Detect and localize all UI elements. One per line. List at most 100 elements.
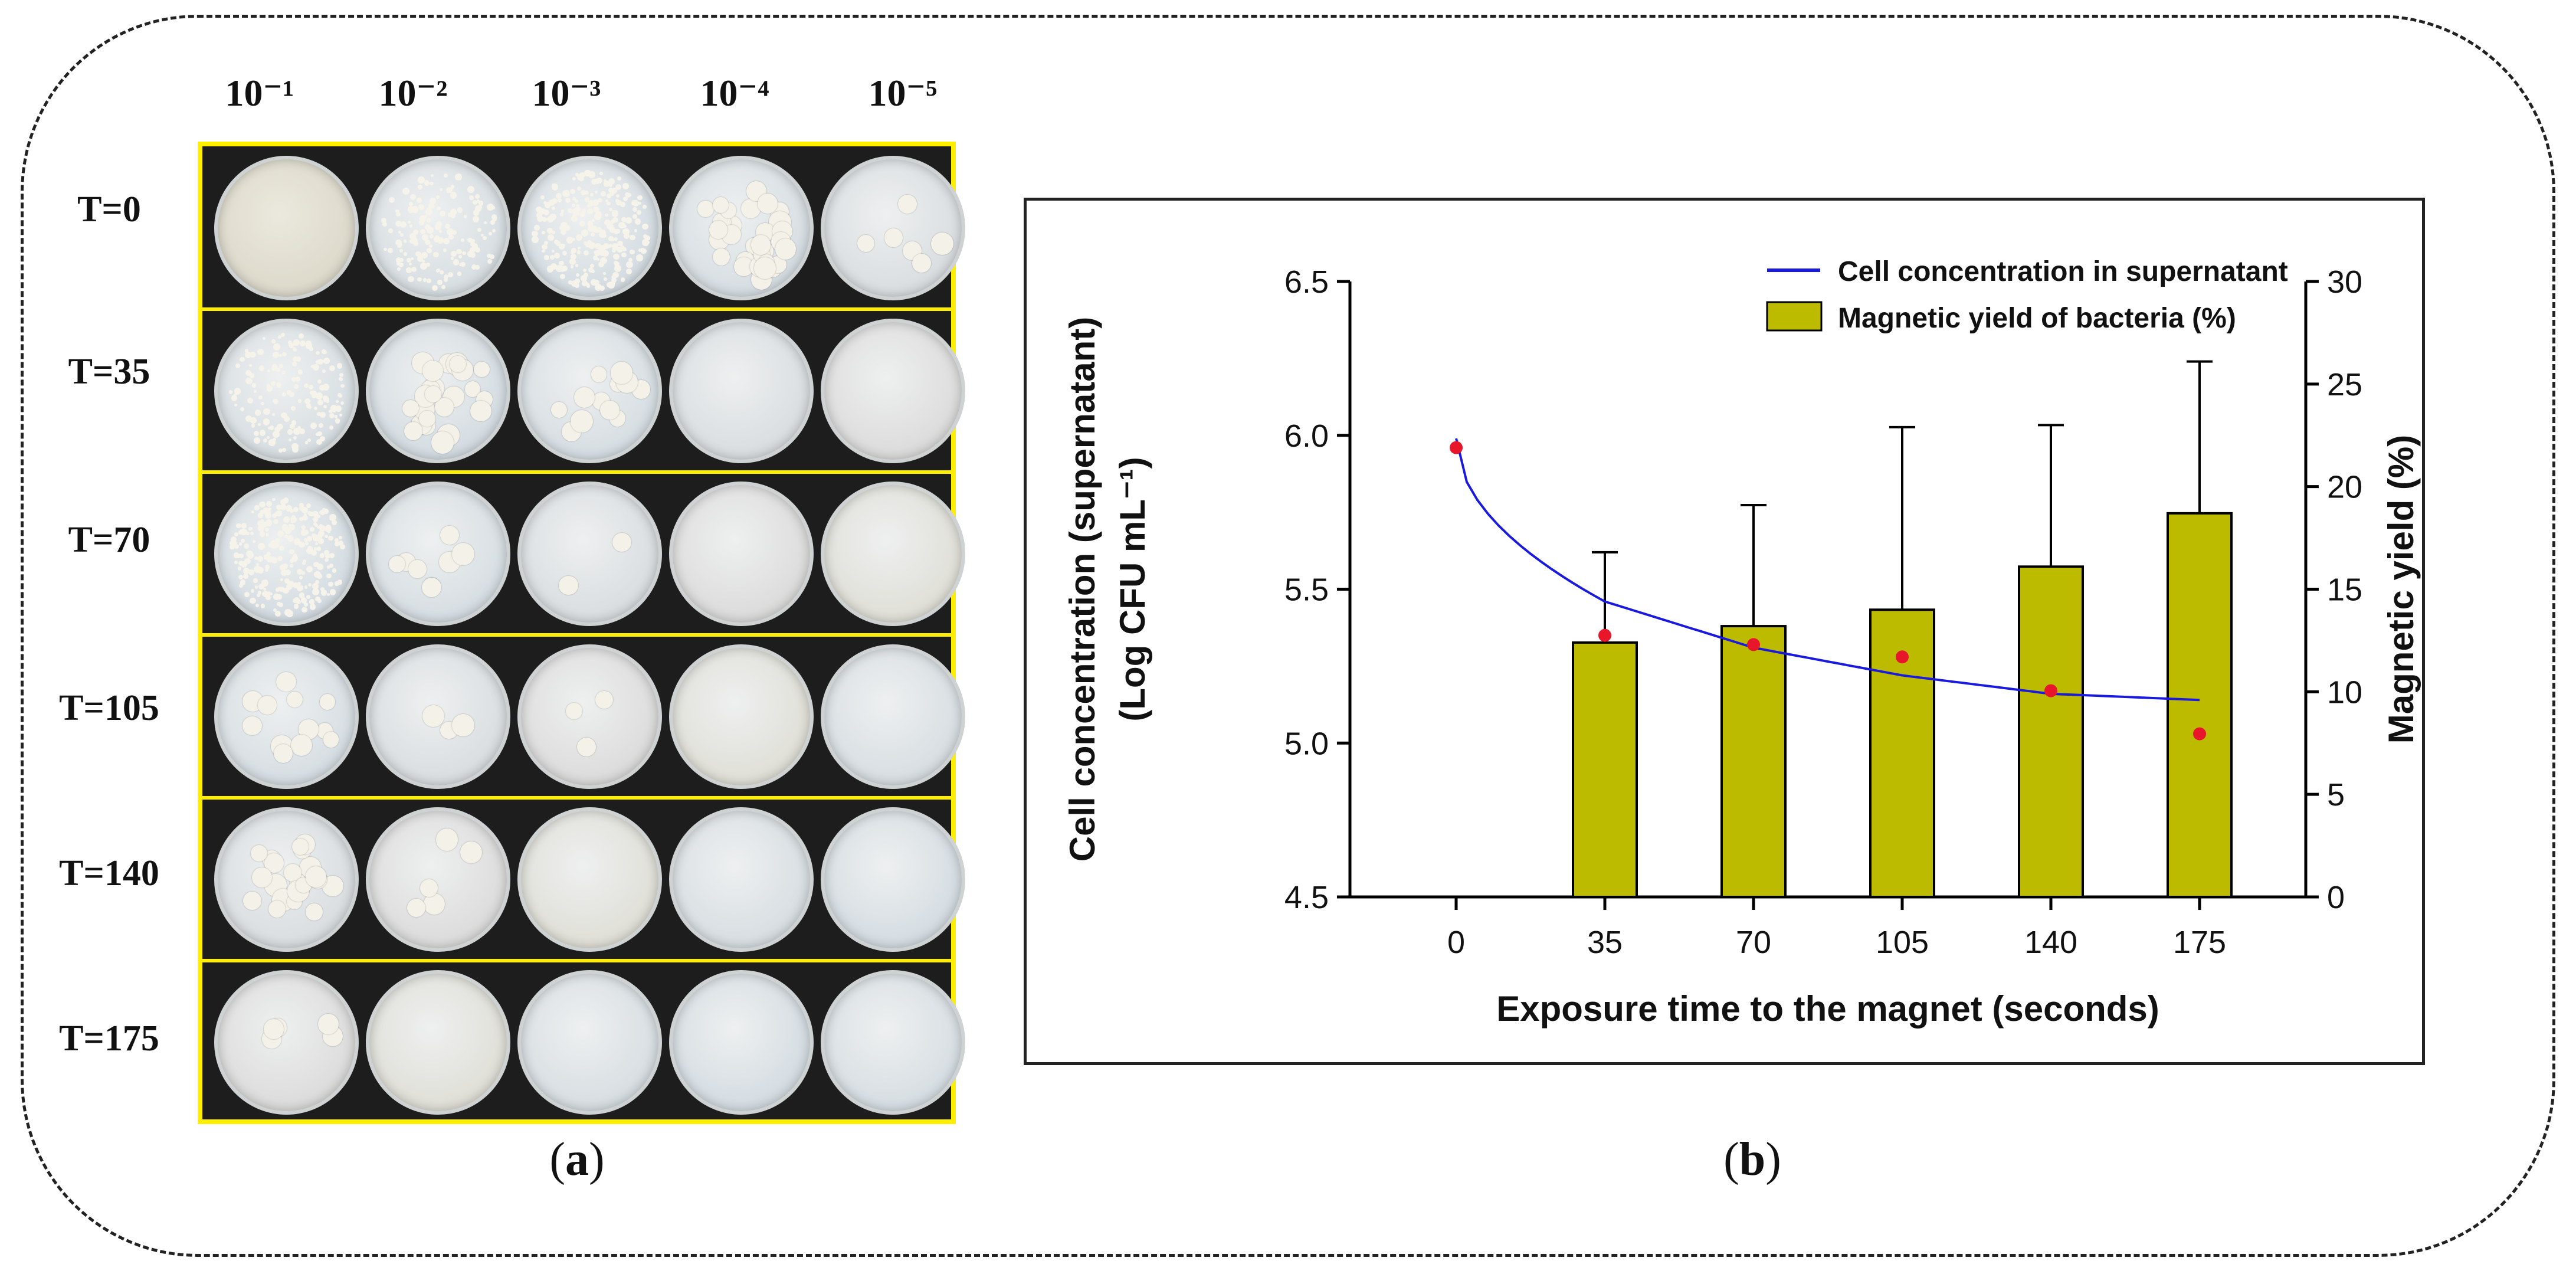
x-tick-label: 35 [1587,925,1623,960]
colony-speck [609,244,612,247]
colony-speck [293,538,301,545]
y-tick-label: 6.0 [1284,418,1329,454]
colony-speck [469,195,474,201]
colony-speck [277,594,283,600]
colony [757,194,778,214]
colony-speck [623,233,630,240]
colony-speck [625,194,630,198]
colony-speck [536,212,543,218]
colony-speck [582,230,586,234]
colony-speck [608,180,612,185]
colony-speck [471,243,478,249]
colony-speck [337,392,342,397]
colony-speck [234,388,241,395]
colony [474,361,490,378]
colony-speck [540,195,545,199]
time-label: T=70 [68,520,150,560]
colony-speck [606,193,611,198]
colony-speck [293,436,297,440]
colony-speck [602,272,606,276]
colony-speck [475,205,481,212]
colony [291,838,309,856]
colony-speck [289,423,295,429]
colony-speck [335,538,339,543]
colony [595,690,613,709]
colony-speck [266,384,270,387]
colony-speck [263,408,270,415]
colony-speck [583,273,588,277]
agar-plate [517,644,662,789]
colony [268,900,286,918]
colony-speck [427,279,431,284]
colony-speck [317,574,322,579]
colony-speck [572,208,579,215]
colony-speck [238,530,242,535]
colony-speck [278,602,283,607]
colony-speck [461,238,464,242]
colony-speck [278,587,284,592]
colony [242,716,262,735]
colony-speck [443,237,450,244]
colony-speck [542,244,548,250]
colony-speck [317,431,323,437]
colony-speck [395,240,402,246]
colony-speck [561,268,565,272]
colony-speck [451,257,454,260]
colony-speck [234,561,238,564]
colony-speck [301,607,307,613]
colony-speck [426,262,430,267]
colony-speck [536,215,543,222]
colony-speck [584,197,590,202]
colony-speck [281,569,288,576]
colony-speck [258,569,263,574]
colony-speck [622,182,630,190]
colony-speck [382,222,388,227]
colony-speck [396,267,401,271]
colony-speck [450,209,457,216]
colony-speck [599,231,605,238]
y2-tick-label: 30 [2327,264,2362,300]
colony-speck [403,240,407,243]
colony-speck [312,582,319,590]
colony-speck [297,569,303,575]
colony [712,196,729,214]
colony [559,576,578,595]
colony-speck [251,424,255,428]
colony-speck [408,202,413,207]
colony-speck [320,588,324,591]
colony-speck [479,205,483,209]
colony-speck [319,525,326,532]
colony-speck [291,555,298,562]
colony-speck [422,278,427,282]
y2-axis-title: Magnetic yield (%) [2381,435,2421,744]
colony-speck [238,584,243,588]
colony-speck [310,364,315,368]
colony [419,879,438,897]
colony-speck [438,229,443,233]
colony [286,691,303,708]
colony-speck [611,277,617,283]
colony [750,235,771,255]
colony [610,362,633,384]
colony-speck [638,201,641,205]
colony-speck [293,427,300,435]
time-label: T=175 [59,1018,159,1059]
colony-speck [439,188,443,191]
yield-bar [1572,641,1638,898]
colony-speck [260,430,266,436]
colony-speck [293,356,298,362]
agar-plate [366,482,510,626]
colony-speck [400,221,407,228]
colony-speck [257,566,261,571]
colony-speck [600,257,607,264]
colony-speck [241,561,248,568]
colony-speck [326,592,330,596]
colony-speck [594,283,602,291]
colony-speck [624,230,629,235]
colony [741,198,761,218]
colony-speck [323,397,329,403]
colony-speck [265,568,269,572]
colony-speck [288,343,294,349]
colony-speck [262,336,266,340]
dilution-label: 10⁻² [378,72,448,114]
